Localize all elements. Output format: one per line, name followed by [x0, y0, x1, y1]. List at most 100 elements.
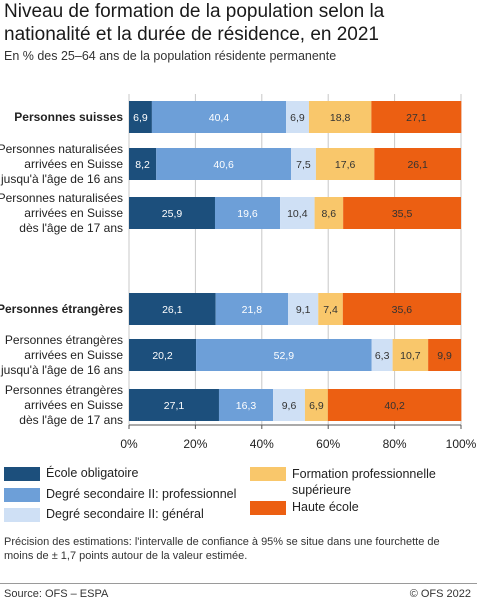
copyright-note: © OFS 2022: [409, 588, 471, 600]
category-label: Personnes naturalisées: [0, 142, 123, 156]
data-label: 10,7: [400, 350, 421, 362]
bar-segment: [129, 101, 152, 133]
category-label: Personnes naturalisées: [0, 191, 123, 205]
category-label: arrivées en Suisse: [24, 157, 123, 171]
data-label: 6,9: [309, 400, 324, 412]
data-label: 35,6: [392, 304, 413, 316]
legend-label: Degré secondaire II: professionnel: [46, 487, 237, 501]
bar-segment: [374, 148, 461, 180]
legend-label: Haute école: [292, 500, 359, 514]
chart-title: Niveau de formation de la population sel…: [4, 1, 385, 45]
x-tick-label: 20%: [183, 437, 207, 451]
bar-segment: [218, 389, 274, 421]
legend-label: Degré secondaire II: général: [46, 507, 204, 521]
legend-item-formation-superieure: Formation professionnelle supérieure: [250, 466, 465, 498]
bar-segment: [273, 389, 305, 421]
category-label: jusqu'à l'âge de 16 ans: [0, 172, 123, 186]
data-label: 8,2: [135, 159, 150, 171]
data-label: 16,3: [236, 400, 257, 412]
bar-segment: [215, 293, 289, 325]
data-label: 7,4: [323, 304, 338, 316]
data-label: 6,3: [375, 350, 390, 362]
legend-item-secondaire-general: Degré secondaire II: général: [4, 507, 224, 522]
legend-swatch: [4, 467, 40, 481]
bar-segment: [392, 339, 429, 371]
x-tick-label: 60%: [316, 437, 340, 451]
category-label: dès l'âge de 17 ans: [19, 221, 123, 235]
data-label: 40,4: [209, 112, 230, 124]
data-label: 52,9: [274, 350, 295, 362]
data-label: 40,2: [384, 400, 405, 412]
legend-item-haute-ecole: Haute école: [250, 500, 465, 515]
category-label: Personnes étrangères: [5, 383, 123, 397]
legend-item-ecole-obligatoire: École obligatoire: [4, 466, 224, 481]
data-label: 40,6: [213, 159, 234, 171]
bar-segment: [315, 148, 375, 180]
bar-segment: [371, 101, 462, 133]
bar-segment: [314, 197, 344, 229]
bar-segment: [371, 339, 393, 371]
bar-segment: [342, 293, 461, 325]
category-label: Personnes suisses: [14, 110, 123, 124]
data-label: 17,6: [335, 159, 356, 171]
data-label: 7,5: [296, 159, 311, 171]
data-label: 21,8: [242, 304, 263, 316]
stacked-bar-chart: 6,9 40,4 6,9 18,8 27,1 Personnes suisses 8,2 40…: [0, 94, 477, 451]
category-label: jusqu'à l'âge de 16 ans: [0, 363, 123, 377]
bar-segment: [428, 339, 461, 371]
category-label: Personnes étrangères: [5, 333, 123, 347]
data-label: 20,2: [152, 350, 173, 362]
legend-swatch: [250, 467, 286, 481]
data-label: 18,8: [330, 112, 351, 124]
data-label: 25,9: [162, 208, 183, 220]
data-label: 6,9: [133, 112, 148, 124]
x-tick-label: 80%: [383, 437, 407, 451]
data-label: 27,1: [164, 400, 185, 412]
footnote: Précision des estimations: l'intervalle …: [4, 536, 440, 562]
bar-segment: [214, 197, 281, 229]
data-label: 8,6: [322, 208, 337, 220]
category-label: dès l'âge de 17 ans: [19, 413, 123, 427]
x-tick-label: 40%: [250, 437, 274, 451]
bar-segment: [304, 389, 328, 421]
footer-divider: [0, 583, 477, 584]
bar-segment: [308, 101, 372, 133]
bar-segment: [318, 293, 343, 325]
bar-segment: [196, 339, 372, 371]
bar-segment: [151, 101, 287, 133]
bar-segment: [156, 148, 292, 180]
legend-item-secondaire-professionnel: Degré secondaire II: professionnel: [4, 487, 244, 502]
category-label: arrivées en Suisse: [24, 348, 123, 362]
data-label: 6,9: [290, 112, 305, 124]
bar-segment: [286, 101, 309, 133]
data-label: 9,9: [437, 350, 452, 362]
bar-segment: [291, 148, 316, 180]
data-label: 10,4: [287, 208, 308, 220]
bar-segment: [288, 293, 319, 325]
bar-segment: [129, 148, 157, 180]
bar-segment: [327, 389, 462, 421]
data-label: 19,6: [237, 208, 258, 220]
category-label: Personnes étrangères: [0, 302, 123, 316]
x-tick-label: 100%: [446, 437, 477, 451]
bar-segment: [129, 389, 219, 421]
bar-segment: [129, 197, 215, 229]
legend-label: Formation professionnelle supérieure: [292, 467, 436, 497]
legend-swatch: [250, 501, 286, 515]
bar-segment: [129, 293, 216, 325]
bar-segment: [129, 339, 197, 371]
source-note: Source: OFS – ESPA: [4, 588, 109, 600]
category-label: arrivées en Suisse: [24, 206, 123, 220]
x-tick-label: 0%: [120, 437, 138, 451]
bar-segment: [280, 197, 315, 229]
data-label: 26,1: [407, 159, 428, 171]
data-label: 27,1: [406, 112, 427, 124]
data-label: 35,5: [392, 208, 413, 220]
legend-swatch: [4, 488, 40, 502]
bar-segment: [343, 197, 461, 229]
chart-subtitle: En % des 25–64 ans de la population rési…: [4, 49, 337, 63]
data-label: 9,6: [282, 400, 297, 412]
legend-swatch: [4, 508, 40, 522]
data-label: 9,1: [296, 304, 311, 316]
category-label: arrivées en Suisse: [24, 398, 123, 412]
